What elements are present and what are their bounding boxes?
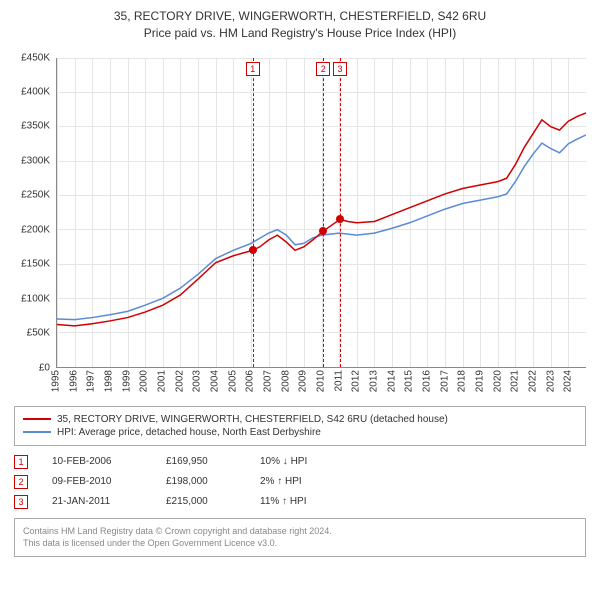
x-tick-label: 2008 bbox=[280, 370, 291, 392]
y-tick-label: £200K bbox=[21, 224, 50, 235]
x-tick-label: 2015 bbox=[404, 370, 415, 392]
sale-vline bbox=[253, 58, 254, 367]
series-line bbox=[57, 113, 586, 326]
legend-label-hpi: HPI: Average price, detached house, Nort… bbox=[57, 427, 321, 438]
x-tick-label: 2014 bbox=[386, 370, 397, 392]
sales-price-3: £215,000 bbox=[166, 496, 236, 507]
x-tick-label: 1996 bbox=[68, 370, 79, 392]
title-subtitle: Price paid vs. HM Land Registry's House … bbox=[10, 25, 590, 42]
x-tick-label: 2003 bbox=[192, 370, 203, 392]
sales-table: 1 10-FEB-2006 £169,950 10% ↓ HPI 2 09-FE… bbox=[14, 452, 586, 512]
y-tick-label: £0 bbox=[39, 362, 50, 373]
sales-marker-1: 1 bbox=[14, 455, 28, 469]
x-tick-label: 1997 bbox=[86, 370, 97, 392]
chart-container: 35, RECTORY DRIVE, WINGERWORTH, CHESTERF… bbox=[0, 0, 600, 590]
x-tick-label: 2020 bbox=[492, 370, 503, 392]
legend: 35, RECTORY DRIVE, WINGERWORTH, CHESTERF… bbox=[14, 406, 586, 446]
y-tick-label: £100K bbox=[21, 293, 50, 304]
sale-vline bbox=[340, 58, 341, 367]
x-tick-label: 2019 bbox=[475, 370, 486, 392]
x-tick-label: 1998 bbox=[104, 370, 115, 392]
sales-delta-1: 10% ↓ HPI bbox=[260, 456, 360, 467]
sales-row-1: 1 10-FEB-2006 £169,950 10% ↓ HPI bbox=[14, 452, 586, 472]
sales-row-2: 2 09-FEB-2010 £198,000 2% ↑ HPI bbox=[14, 472, 586, 492]
chart-title: 35, RECTORY DRIVE, WINGERWORTH, CHESTERF… bbox=[10, 8, 590, 42]
sale-point bbox=[336, 215, 344, 223]
x-tick-label: 2006 bbox=[245, 370, 256, 392]
sales-marker-2: 2 bbox=[14, 475, 28, 489]
x-tick-label: 1995 bbox=[51, 370, 62, 392]
x-tick-label: 2001 bbox=[157, 370, 168, 392]
y-tick-label: £250K bbox=[21, 190, 50, 201]
sale-marker-box: 3 bbox=[333, 62, 347, 76]
chart-area: £0 £50K £100K £150K £200K £250K £300K £350K £400… bbox=[10, 48, 590, 398]
lines-svg bbox=[57, 58, 586, 367]
legend-swatch-hpi bbox=[23, 431, 51, 433]
sales-date-3: 21-JAN-2011 bbox=[52, 496, 142, 507]
attribution-line2: This data is licensed under the Open Gov… bbox=[23, 537, 577, 550]
sale-point bbox=[319, 227, 327, 235]
title-address: 35, RECTORY DRIVE, WINGERWORTH, CHESTERF… bbox=[10, 8, 590, 25]
x-tick-label: 2024 bbox=[563, 370, 574, 392]
x-tick-label: 2016 bbox=[422, 370, 433, 392]
x-tick-label: 2021 bbox=[510, 370, 521, 392]
sales-price-1: £169,950 bbox=[166, 456, 236, 467]
x-tick-label: 2000 bbox=[139, 370, 150, 392]
sales-delta-2: 2% ↑ HPI bbox=[260, 476, 360, 487]
plot-area: 1 23 bbox=[56, 58, 586, 368]
legend-item-hpi: HPI: Average price, detached house, Nort… bbox=[23, 426, 577, 439]
x-tick-label: 2022 bbox=[528, 370, 539, 392]
sale-marker-box: 1 bbox=[246, 62, 260, 76]
sales-date-1: 10-FEB-2006 bbox=[52, 456, 142, 467]
x-tick-label: 2018 bbox=[457, 370, 468, 392]
legend-label-property: 35, RECTORY DRIVE, WINGERWORTH, CHESTERF… bbox=[57, 414, 448, 425]
x-tick-label: 2013 bbox=[369, 370, 380, 392]
y-tick-label: £450K bbox=[21, 52, 50, 63]
sale-marker-box: 2 bbox=[316, 62, 330, 76]
attribution: Contains HM Land Registry data © Crown c… bbox=[14, 518, 586, 557]
y-tick-label: £50K bbox=[27, 328, 50, 339]
x-tick-label: 2023 bbox=[545, 370, 556, 392]
x-tick-label: 2011 bbox=[333, 370, 344, 392]
x-tick-label: 2012 bbox=[351, 370, 362, 392]
x-tick-label: 1999 bbox=[121, 370, 132, 392]
x-tick-label: 2009 bbox=[298, 370, 309, 392]
sales-marker-3: 3 bbox=[14, 495, 28, 509]
sales-row-3: 3 21-JAN-2011 £215,000 11% ↑ HPI bbox=[14, 492, 586, 512]
y-tick-label: £150K bbox=[21, 259, 50, 270]
x-tick-label: 2007 bbox=[263, 370, 274, 392]
y-tick-label: £350K bbox=[21, 121, 50, 132]
sales-price-2: £198,000 bbox=[166, 476, 236, 487]
x-tick-label: 2005 bbox=[227, 370, 238, 392]
attribution-line1: Contains HM Land Registry data © Crown c… bbox=[23, 525, 577, 538]
x-tick-label: 2017 bbox=[439, 370, 450, 392]
x-tick-label: 2002 bbox=[174, 370, 185, 392]
x-tick-label: 2004 bbox=[210, 370, 221, 392]
sales-date-2: 09-FEB-2010 bbox=[52, 476, 142, 487]
x-axis: 1995199619971998199920002001200220032004… bbox=[56, 368, 586, 398]
x-tick-label: 2010 bbox=[316, 370, 327, 392]
y-axis: £0£50K£100K£150K£200K£250K£300K£350K£400… bbox=[10, 58, 54, 368]
y-tick-label: £300K bbox=[21, 155, 50, 166]
sales-delta-3: 11% ↑ HPI bbox=[260, 496, 360, 507]
legend-item-property: 35, RECTORY DRIVE, WINGERWORTH, CHESTERF… bbox=[23, 413, 577, 426]
sale-point bbox=[249, 246, 257, 254]
y-tick-label: £400K bbox=[21, 87, 50, 98]
sale-vline bbox=[323, 58, 324, 367]
legend-swatch-property bbox=[23, 418, 51, 420]
